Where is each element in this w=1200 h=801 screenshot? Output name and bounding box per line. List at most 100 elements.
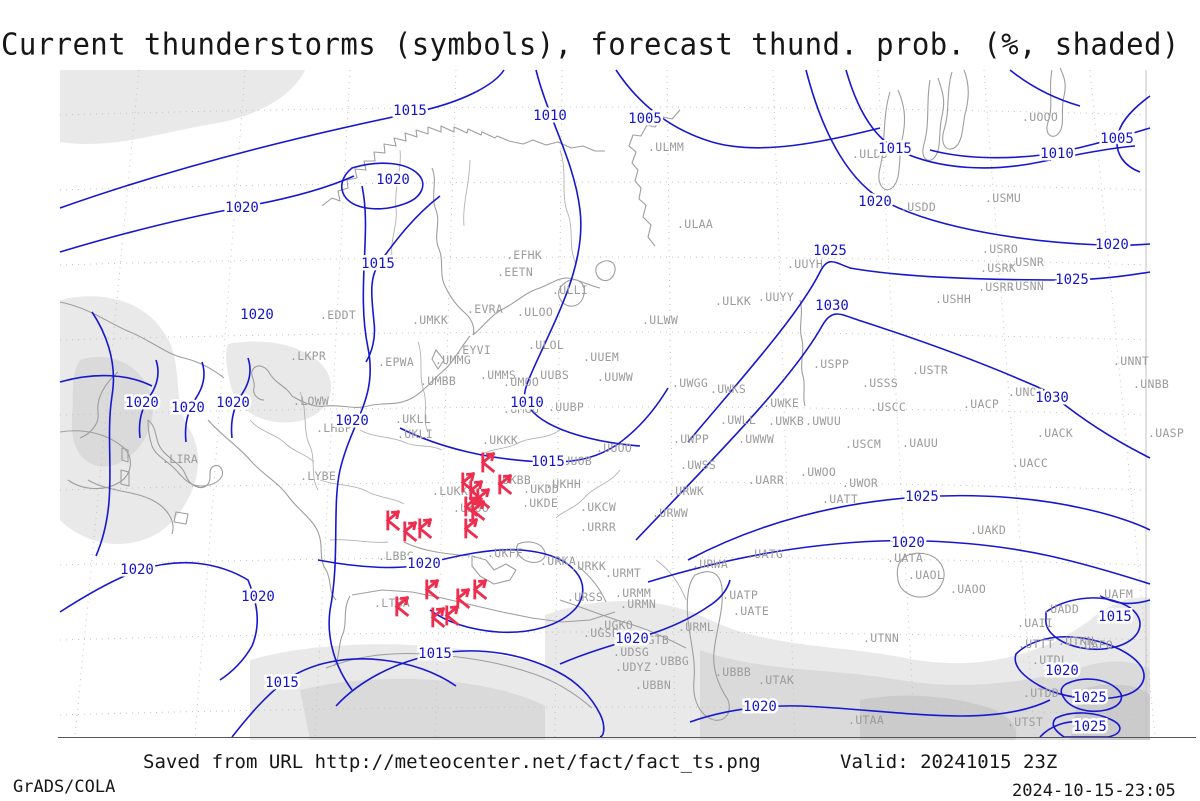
station-label: .EVRA <box>467 302 503 316</box>
station-label: .UTNN <box>863 631 899 645</box>
station-label: .UKDE <box>522 496 558 510</box>
thunderstorm-symbol <box>473 579 487 600</box>
grads-credit: GrADS/COLA <box>13 777 116 797</box>
station-label: .URWK <box>668 484 704 498</box>
station-label: .UWKS <box>710 382 746 396</box>
station-label: .UBBN <box>635 678 671 692</box>
station-label: .USDD <box>900 200 936 214</box>
contour-label: 1020 <box>743 699 777 715</box>
station-label: .USCC <box>870 400 906 414</box>
contour-label: 1010 <box>510 395 544 411</box>
station-label: .UACP <box>963 397 999 411</box>
station-label: .EYVI <box>455 343 491 357</box>
country-borders <box>249 149 687 601</box>
station-label: .ULMM <box>648 140 684 154</box>
station-label: .UWUU <box>805 414 841 428</box>
contour-labels: 1015 1010 1005 1020 1020 1015 1005 1010 1020 1020… <box>118 101 1137 738</box>
station-label: .UKLL <box>395 412 431 426</box>
station-label: .UACC <box>1012 456 1048 470</box>
graticule <box>59 69 1156 738</box>
station-label: .UBBB <box>715 665 751 679</box>
contour-label: 1020 <box>376 172 410 188</box>
station-label: .UGSB <box>583 626 619 640</box>
station-label: .UARR <box>748 473 784 487</box>
contour-label: 1025 <box>1073 719 1107 735</box>
contour-label: 1020 <box>335 413 369 429</box>
contour-label: 1020 <box>241 589 275 605</box>
station-label: .UWOO <box>800 465 836 479</box>
station-labels: .ULMM .ULAA .ULDD .UOOO .USMU .USDD .USRO.USNR… <box>162 110 1184 729</box>
station-label: .UGKO <box>597 618 633 632</box>
station-label: .USSS <box>862 376 898 390</box>
contour-label: 1020 <box>1095 237 1129 253</box>
station-label: .UATE <box>733 604 769 618</box>
contour-label: 1015 <box>878 141 912 157</box>
station-label: .URSS <box>567 590 603 604</box>
station-label: .UKKK <box>482 433 518 447</box>
contour-label: 1020 <box>225 200 259 216</box>
station-label: .USNR <box>1008 255 1044 269</box>
station-label: .URML <box>678 620 714 634</box>
station-label: .LIRA <box>162 452 198 466</box>
station-label: .UWKE <box>763 396 799 410</box>
contour-label: 1015 <box>361 256 395 272</box>
station-label: .UDYZ <box>615 660 651 674</box>
contour-label: 1020 <box>1045 663 1079 679</box>
station-label: .USRO <box>982 242 1018 256</box>
station-label: .UWOR <box>842 476 878 490</box>
contour-label: 1015 <box>393 103 427 119</box>
station-label: .UAFM <box>1097 587 1133 601</box>
contour-label: 1020 <box>407 556 441 572</box>
contour-label: 1010 <box>533 108 567 124</box>
station-label: .UATP <box>722 588 758 602</box>
thunderstorm-symbol <box>386 510 400 531</box>
contour-label: 1005 <box>1100 131 1134 147</box>
station-label: .UMMG <box>435 353 471 367</box>
station-label: .ULKK <box>715 294 751 308</box>
station-label: .URRR <box>580 520 616 534</box>
station-label: .UAKD <box>970 523 1006 537</box>
contour-label: 1020 <box>240 307 274 323</box>
contour-label: 1010 <box>1040 146 1074 162</box>
station-label: .ULAA <box>677 217 713 231</box>
station-label: .UWWW <box>738 432 774 446</box>
contour-label: 1030 <box>1035 390 1069 406</box>
station-label: .UDSG <box>613 645 649 659</box>
station-label: .UTTT <box>1018 637 1054 651</box>
station-label: .UKLI <box>397 427 433 441</box>
station-label: .UASP <box>1148 426 1184 440</box>
station-label: .UNNT <box>1113 354 1149 368</box>
thunderstorm-symbol <box>418 518 432 539</box>
station-label: .URMN <box>620 597 656 611</box>
station-label: .USRK <box>980 261 1016 275</box>
station-label: .UWKB <box>768 414 804 428</box>
contour-label: 1020 <box>615 631 649 647</box>
valid-time-text: Valid: 20241015 23Z <box>840 751 1058 773</box>
station-label: .UWSS <box>680 458 716 472</box>
station-label: .UATA <box>887 551 923 565</box>
station-label: .UMGG <box>503 402 539 416</box>
station-label: .UKHH <box>545 477 581 491</box>
station-label: .UUYH <box>787 257 823 271</box>
station-label: .UWGG <box>672 376 708 390</box>
station-label: .UUBS <box>533 368 569 382</box>
station-label: .LYBE <box>300 469 336 483</box>
station-label: .UTAK <box>758 673 794 687</box>
station-label: .ULLI <box>552 283 588 297</box>
station-label: .UBBG <box>653 654 689 668</box>
station-label: .USCM <box>845 437 881 451</box>
station-label: .UMBB <box>420 374 456 388</box>
station-label: .ULWW <box>642 313 678 327</box>
saved-url-text: Saved from URL http://meteocenter.net/fa… <box>143 751 761 773</box>
contour-label: 1020 <box>891 535 925 551</box>
station-label: .UMOO <box>503 375 539 389</box>
station-label: .UAUU <box>902 436 938 450</box>
station-label: .UKDD <box>523 482 559 496</box>
station-label: .ULDD <box>852 147 888 161</box>
station-label: .UGTB <box>633 633 669 647</box>
station-label: .ULOO <box>517 305 553 319</box>
station-label: .LOWW <box>293 394 329 408</box>
pressure-contours <box>59 69 1151 738</box>
